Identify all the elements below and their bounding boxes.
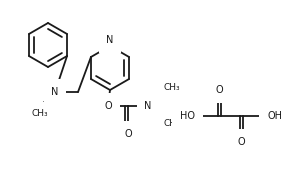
Text: O: O xyxy=(215,85,223,95)
Text: O: O xyxy=(124,129,132,139)
Text: N: N xyxy=(51,87,59,97)
Text: CH₃: CH₃ xyxy=(164,83,181,92)
Text: OH: OH xyxy=(267,111,282,121)
Text: O: O xyxy=(237,137,245,147)
Text: CH₃: CH₃ xyxy=(32,110,48,119)
Text: O: O xyxy=(104,101,112,111)
Text: N: N xyxy=(144,101,152,111)
Text: HO: HO xyxy=(180,111,195,121)
Text: CH₃: CH₃ xyxy=(164,119,181,129)
Text: N: N xyxy=(106,35,114,45)
